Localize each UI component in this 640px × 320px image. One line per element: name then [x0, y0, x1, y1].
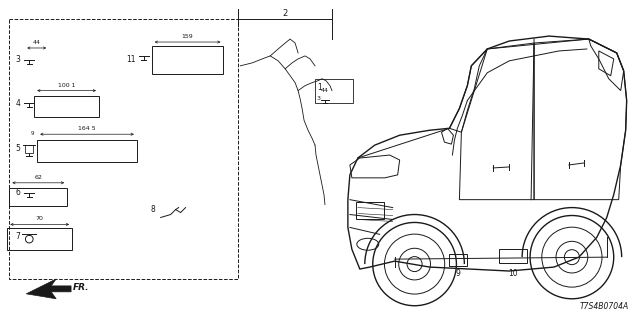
Text: 4: 4 [15, 99, 20, 108]
Bar [449, 254, 467, 266]
Text: FR.: FR. [73, 284, 90, 292]
Text: 7: 7 [15, 232, 20, 241]
Text: 159: 159 [182, 34, 193, 39]
Bar [315, 79, 353, 103]
Text: 9: 9 [456, 269, 461, 278]
Text: 6: 6 [15, 188, 20, 197]
Text: 10: 10 [508, 269, 518, 278]
Bar [10, 188, 67, 206]
Text: T7S4B0704A: T7S4B0704A [579, 302, 628, 311]
Bar [10, 19, 238, 279]
Polygon shape [26, 279, 71, 299]
Text: 2: 2 [282, 9, 288, 18]
Bar [356, 202, 384, 220]
Text: 164 5: 164 5 [78, 126, 96, 131]
Bar [152, 46, 223, 74]
Bar [8, 228, 72, 250]
Text: 11: 11 [126, 55, 136, 64]
Text: 9: 9 [30, 131, 34, 136]
Text: 70: 70 [36, 216, 44, 221]
Bar [35, 96, 99, 117]
Text: 3: 3 [317, 96, 321, 101]
Text: 100 1: 100 1 [58, 83, 76, 88]
Text: 8: 8 [151, 205, 156, 214]
Text: 62: 62 [35, 175, 42, 180]
Text: 44: 44 [321, 88, 329, 93]
Bar [499, 249, 527, 263]
Text: 3: 3 [15, 55, 20, 64]
Text: 1: 1 [317, 83, 322, 92]
Bar [26, 145, 33, 153]
Text: 5: 5 [15, 144, 20, 153]
Text: 44: 44 [33, 40, 41, 45]
Bar [37, 140, 137, 162]
